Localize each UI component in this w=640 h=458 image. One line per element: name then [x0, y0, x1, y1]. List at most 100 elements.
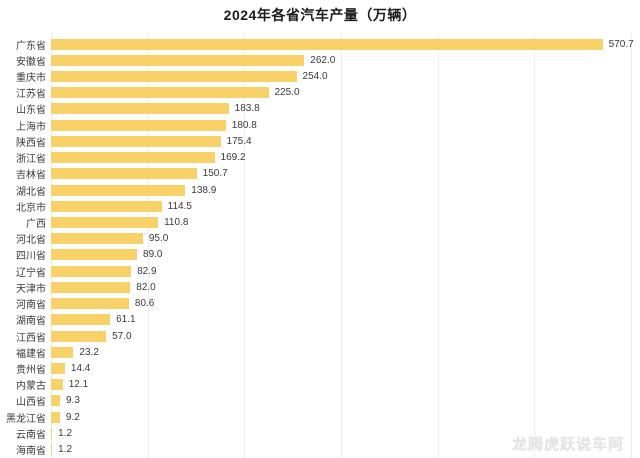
category-label: 河南省 — [16, 300, 46, 312]
bar-row: 福建省 23.2 — [0, 344, 640, 360]
bar-track: 57.0 — [51, 328, 631, 344]
value-label: 254.0 — [302, 71, 328, 83]
category-label: 山西省 — [16, 397, 46, 409]
category-label: 安徽省 — [16, 56, 46, 68]
bar — [51, 265, 132, 277]
bar-track: 262.0 — [51, 52, 631, 68]
category-label: 江西省 — [16, 332, 46, 344]
category-label: 浙江省 — [16, 154, 46, 166]
value-label: 138.9 — [191, 184, 217, 196]
bar-row: 内蒙古 12.1 — [0, 377, 640, 393]
bar-track: 175.4 — [51, 133, 631, 149]
value-label: 169.2 — [220, 152, 246, 164]
bar-track: 9.3 — [51, 393, 631, 409]
bar-track: 150.7 — [51, 166, 631, 182]
bar-row: 北京市 114.5 — [0, 198, 640, 214]
bar-track: 570.7 — [51, 36, 634, 52]
bar — [51, 200, 162, 212]
category-label: 上海市 — [16, 121, 46, 133]
bar-track: 89.0 — [51, 247, 631, 263]
value-label: 183.8 — [234, 103, 260, 115]
value-label: 82.9 — [137, 265, 157, 277]
bar-rows: 广东省 570.7 安徽省 262.0 重庆市 254.0 江苏省 225.0 山东省 183.8… — [0, 36, 640, 458]
value-label: 80.6 — [134, 298, 155, 310]
bar — [51, 444, 53, 456]
bar-row: 天津市 82.0 — [0, 279, 640, 295]
category-label: 湖南省 — [16, 316, 46, 328]
bar-track: 1.2 — [51, 425, 631, 441]
bar-track: 95.0 — [51, 231, 631, 247]
bar — [51, 71, 297, 83]
value-label: 225.0 — [274, 87, 300, 99]
bar-track: 183.8 — [51, 101, 631, 117]
bar-row: 浙江省 169.2 — [0, 150, 640, 166]
bar-track: 23.2 — [51, 344, 631, 360]
bar-row: 湖南省 61.1 — [0, 312, 640, 328]
chart-title: 2024年各省汽车产量（万辆） — [223, 7, 417, 23]
value-label: 57.0 — [112, 330, 132, 342]
bar — [51, 249, 138, 261]
value-label: 9.2 — [65, 411, 80, 423]
bar — [51, 87, 269, 99]
value-label: 150.7 — [202, 168, 228, 180]
value-label: 61.1 — [116, 314, 136, 326]
bar — [51, 184, 186, 196]
value-label: 175.4 — [226, 135, 252, 147]
value-label: 262.0 — [310, 54, 336, 66]
bar-row: 辽宁省 82.9 — [0, 263, 640, 279]
bar-row: 广东省 570.7 — [0, 36, 640, 52]
category-label: 内蒙古 — [16, 381, 46, 393]
category-label: 湖北省 — [16, 186, 46, 198]
category-label: 北京市 — [16, 202, 46, 214]
bar-track: 180.8 — [51, 117, 631, 133]
bar-row: 陕西省 175.4 — [0, 133, 640, 149]
category-label: 福建省 — [16, 348, 46, 360]
value-label: 570.7 — [608, 38, 634, 50]
bar-row: 吉林省 150.7 — [0, 166, 640, 182]
category-label: 四川省 — [16, 251, 46, 263]
bar-row: 河北省 95.0 — [0, 231, 640, 247]
bar — [51, 281, 131, 293]
category-label: 江苏省 — [16, 89, 46, 101]
value-label: 95.0 — [148, 233, 169, 245]
bar-row: 江苏省 225.0 — [0, 85, 640, 101]
bar-row: 山西省 9.3 — [0, 393, 640, 409]
bar — [51, 168, 197, 180]
category-label: 广东省 — [16, 40, 46, 52]
category-label: 天津市 — [16, 283, 46, 295]
category-label: 黑龙江省 — [6, 413, 46, 425]
bar-row: 贵州省 14.4 — [0, 360, 640, 376]
bar — [51, 379, 63, 391]
bar — [51, 135, 221, 147]
value-label: 14.4 — [70, 362, 91, 374]
bar — [51, 233, 143, 245]
bar — [51, 427, 53, 439]
bar-track: 1.2 — [51, 441, 631, 457]
bar-track: 14.4 — [51, 360, 631, 376]
bar-row: 上海市 180.8 — [0, 117, 640, 133]
bar-track: 225.0 — [51, 85, 631, 101]
bar-track: 114.5 — [51, 198, 631, 214]
value-label: 9.3 — [65, 395, 80, 407]
bar-row: 广西 110.8 — [0, 214, 640, 230]
bar-row: 四川省 89.0 — [0, 247, 640, 263]
category-label: 河北省 — [16, 235, 46, 247]
value-label: 110.8 — [164, 217, 189, 229]
bar-chart: 广东省 570.7 安徽省 262.0 重庆市 254.0 江苏省 225.0 山东省 183.8… — [0, 33, 640, 458]
category-label: 贵州省 — [16, 364, 46, 376]
watermark: 龙腾虎跃说车阿 — [511, 436, 624, 453]
bar-track: 82.0 — [51, 279, 631, 295]
bar-track: 9.2 — [51, 409, 631, 425]
bar — [51, 152, 215, 164]
value-label: 114.5 — [167, 200, 192, 212]
category-label: 山东省 — [16, 105, 46, 117]
category-label: 云南省 — [16, 429, 46, 441]
bar-track: 80.6 — [51, 296, 631, 312]
value-label: 89.0 — [143, 249, 163, 261]
bar-row: 江西省 57.0 — [0, 328, 640, 344]
value-label: 180.8 — [231, 119, 257, 131]
bar — [51, 54, 305, 66]
bar — [51, 362, 65, 374]
bar-track: 82.9 — [51, 263, 631, 279]
